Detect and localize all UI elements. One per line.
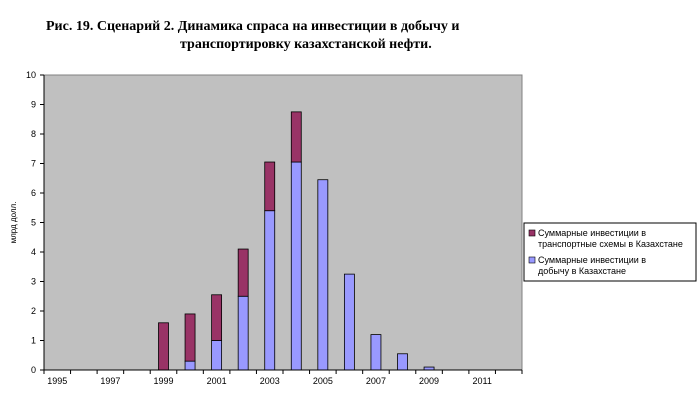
legend-swatch-1	[528, 256, 536, 264]
bar-2006-series-0	[343, 273, 355, 371]
bar-2003-series-0	[264, 210, 276, 371]
legend-label-0: транспортные схемы в Казахстане	[538, 239, 683, 249]
y-tick-label: 1	[31, 336, 36, 346]
bar-2007-series-0	[370, 334, 382, 371]
y-tick-label: 3	[31, 277, 36, 287]
y-tick-label: 4	[31, 247, 36, 257]
legend-box	[523, 222, 697, 282]
y-tick-label: 5	[31, 218, 36, 228]
y-tick-label: 6	[31, 188, 36, 198]
bar-2002-series-1	[237, 248, 249, 297]
y-tick-label: 0	[31, 365, 36, 375]
bar-2001-series-1	[211, 294, 223, 341]
chart-title: Рис. 19. Сценарий 2. Динамика спраса на …	[46, 18, 566, 54]
x-tick-label: 1995	[47, 376, 67, 386]
chart-title-line-2: транспортировку казахстанской нефти.	[180, 37, 432, 52]
x-tick-label: 2005	[313, 376, 333, 386]
y-tick-label: 2	[31, 306, 36, 316]
bar-2000-series-1	[184, 313, 196, 362]
y-axis-title: млрд долл.	[9, 202, 18, 244]
legend-swatch-0	[528, 229, 536, 237]
legend-label-1: добычу в Казахстане	[538, 266, 626, 276]
bar-2004-series-0	[290, 161, 302, 371]
bar-2005-series-0	[317, 179, 329, 371]
x-tick-label: 2007	[366, 376, 386, 386]
y-tick-label: 7	[31, 159, 36, 169]
bar-2002-series-0	[237, 295, 249, 371]
bar-1999-series-1	[158, 322, 169, 371]
y-tick-label: 9	[31, 100, 36, 110]
bar-2004-series-1	[290, 111, 302, 163]
chart-title-line-1: Рис. 19. Сценарий 2. Динамика спраса на …	[46, 19, 460, 34]
bar-2003-series-1	[264, 161, 276, 212]
bar-2000-series-0	[184, 360, 196, 371]
legend-label-0: Суммарные инвестиции в	[538, 228, 646, 238]
x-tick-label: 2009	[419, 376, 439, 386]
bar-2001-series-0	[211, 340, 223, 371]
y-tick-label: 8	[31, 129, 36, 139]
x-tick-label: 2003	[260, 376, 280, 386]
bar-2008-series-0	[397, 353, 408, 371]
plot-area	[43, 74, 523, 371]
x-tick-label: 2011	[472, 376, 491, 386]
x-tick-label: 2001	[207, 376, 227, 386]
legend-label-1: Суммарные инвестиции в	[538, 255, 646, 265]
x-tick-label: 1999	[153, 376, 173, 386]
y-tick-label: 10	[26, 70, 36, 80]
x-tick-label: 1997	[100, 376, 120, 386]
